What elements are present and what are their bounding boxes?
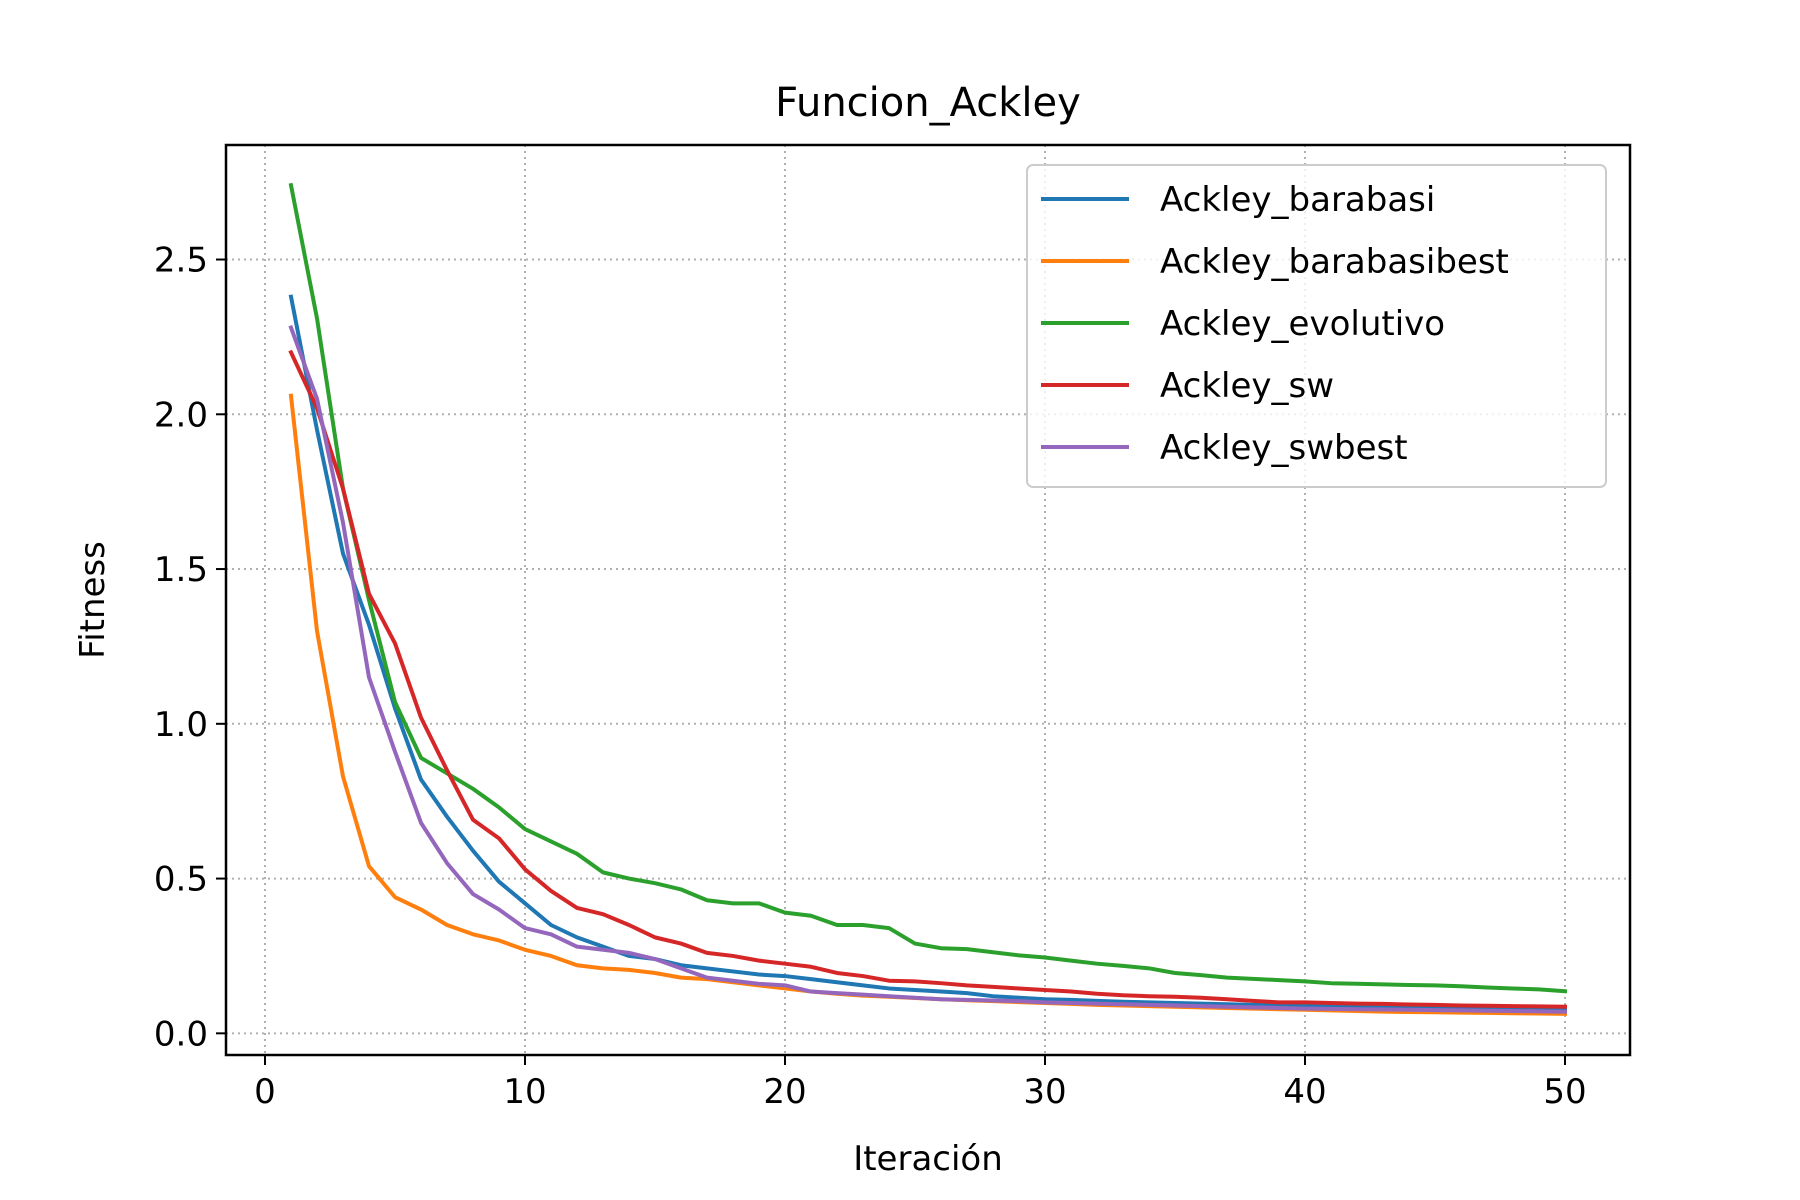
y-tick-label: 0.5 — [154, 860, 208, 900]
legend-entry-label: Ackley_evolutivo — [1160, 304, 1445, 344]
chart-title: Funcion_Ackley — [775, 80, 1081, 126]
legend-entry-label: Ackley_sw — [1160, 366, 1334, 406]
x-tick-label: 10 — [503, 1072, 546, 1112]
legend-entry-label: Ackley_barabasibest — [1160, 242, 1509, 282]
x-tick-label: 0 — [254, 1072, 276, 1112]
legend-entry-label: Ackley_swbest — [1160, 428, 1408, 468]
series-line-ackley-barabasi — [288, 294, 1568, 1012]
legend-box — [1026, 164, 1607, 488]
y-tick-label: 0.0 — [154, 1014, 208, 1054]
plot-area — [288, 182, 1568, 1016]
y-tick-label: 1.5 — [154, 550, 208, 590]
x-tick-label: 20 — [763, 1072, 806, 1112]
y-tick-label: 1.0 — [154, 705, 208, 745]
x-tick-label: 30 — [1023, 1072, 1066, 1112]
x-tick-label: 50 — [1543, 1072, 1586, 1112]
axes-frame — [224, 143, 1632, 1057]
legend-entry-label: Ackley_barabasi — [1160, 180, 1435, 220]
x-axis-label: Iteración — [853, 1139, 1003, 1179]
series-line-ackley-swbest — [288, 325, 1568, 1014]
x-tick-label: 40 — [1283, 1072, 1326, 1112]
legend: Ackley_barabasi Ackley_barabasibest Ackley… — [1026, 164, 1607, 488]
series-line-ackley-evolutivo — [288, 182, 1568, 994]
series-line-ackley-sw — [288, 349, 1568, 1009]
y-tick-label: 2.0 — [154, 395, 208, 435]
y-tick-label: 2.5 — [154, 241, 208, 281]
y-axis-label: Fitness — [73, 541, 113, 659]
ticks: 0 10 20 30 40 50 0.0 0.5 1.0 1.5 2.0 2.5 — [154, 241, 1587, 1112]
